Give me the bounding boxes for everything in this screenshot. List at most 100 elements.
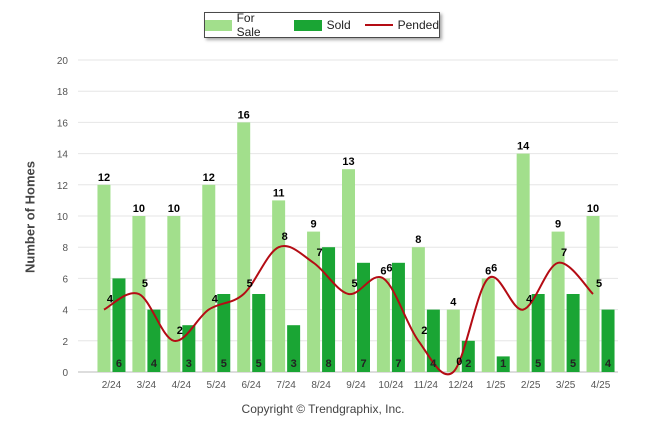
label-pended: 5 [351,278,357,290]
label-pended: 7 [561,247,567,259]
label-for-sale: 12 [203,172,215,184]
x-tick-label: 1/25 [486,380,506,391]
legend-label-for-sale: For Sale [236,11,261,39]
label-for-sale: 12 [98,172,110,184]
bar-for-sale[interactable] [516,153,530,372]
label-pended: 6 [386,262,392,274]
x-tick-label: 2/25 [521,380,541,391]
label-pended: 2 [421,325,427,337]
bar-for-sale[interactable] [342,169,355,372]
label-sold: 4 [151,358,158,370]
bar-sold[interactable] [531,294,545,372]
legend-swatch-for-sale [205,19,232,31]
bar-sold[interactable] [601,309,615,372]
label-pended: 5 [247,278,253,290]
bar-sold[interactable] [566,294,580,372]
x-tick-label: 11/24 [414,380,439,391]
x-tick-label: 4/25 [591,380,611,391]
label-for-sale: 11 [273,187,285,199]
y-tick-label: 6 [62,274,68,285]
label-for-sale: 10 [168,203,180,215]
x-tick-label: 4/24 [172,380,192,391]
bar-for-sale[interactable] [411,247,425,372]
y-tick-label: 8 [62,243,68,254]
label-for-sale: 16 [238,109,250,121]
bar-sold[interactable] [496,356,510,372]
bar-sold[interactable] [287,325,301,372]
bar-sold[interactable] [426,309,440,372]
legend: For Sale Sold Pended [204,11,440,39]
label-pended: 8 [282,231,288,243]
bar-sold[interactable] [252,294,266,372]
y-tick-label: 18 [57,87,69,98]
label-sold: 1 [500,358,506,370]
x-tick-label: 3/24 [137,380,157,391]
bar-for-sale[interactable] [272,200,286,372]
pended-line-layer [103,245,594,376]
label-for-sale: 13 [342,156,354,168]
label-for-sale: 4 [450,297,457,309]
bar-sold[interactable] [357,262,370,372]
bar-sold[interactable] [182,325,196,372]
label-sold: 2 [465,358,471,370]
x-tick-label: 9/24 [346,380,366,391]
label-pended: 5 [596,278,602,290]
label-pended: 5 [142,278,148,290]
y-tick-label: 14 [57,150,69,161]
label-for-sale: 6 [380,265,386,277]
label-sold: 5 [256,358,262,370]
label-sold: 5 [535,358,541,370]
bar-for-sale[interactable] [167,216,181,372]
y-tick-label: 0 [62,368,68,379]
bar-sold[interactable] [217,294,231,372]
label-for-sale: 10 [133,203,145,215]
x-tick-label: 12/24 [448,380,473,391]
x-tick-label: 3/25 [556,380,576,391]
pended-line[interactable] [103,245,594,376]
bar-sold[interactable] [461,340,475,372]
x-tick-label: 2/24 [102,380,122,391]
label-sold: 6 [116,358,122,370]
bar-sold[interactable] [391,262,405,372]
bars [97,122,615,373]
legend-item-for-sale[interactable]: For Sale [205,11,280,39]
x-tick-label: 5/24 [207,380,227,391]
legend-item-pended[interactable]: Pended [364,18,439,32]
y-tick-label: 16 [57,118,69,129]
label-pended: 4 [107,294,114,306]
label-for-sale: 6 [485,265,491,277]
label-sold: 3 [186,358,192,370]
bar-for-sale[interactable] [481,278,495,372]
bar-for-sale[interactable] [446,309,460,372]
label-pended: 0 [456,356,462,368]
label-for-sale: 9 [311,219,317,231]
x-tick-label: 7/24 [276,380,296,391]
x-tick-label: 6/24 [241,380,261,391]
label-sold: 7 [395,358,401,370]
label-pended: 2 [177,325,183,337]
bar-for-sale[interactable] [97,184,111,372]
label-sold: 3 [291,358,297,370]
label-sold: 5 [221,358,227,370]
bar-sold[interactable] [147,309,161,372]
label-sold: 4 [605,358,612,370]
label-for-sale: 14 [517,141,530,153]
y-tick-label: 20 [57,56,69,67]
bar-for-sale[interactable] [376,278,390,372]
legend-item-sold[interactable]: Sold [293,18,351,32]
y-tick-labels: 0 2 4 6 8 10 12 14 16 18 20 [57,56,69,379]
legend-swatch-sold [293,19,322,31]
bar-for-sale[interactable] [237,122,251,373]
y-tick-label: 4 [62,306,68,317]
y-tick-label: 10 [57,212,69,223]
bar-for-sale[interactable] [551,231,565,372]
legend-swatch-pended [364,24,393,26]
label-pended: 7 [317,247,323,259]
x-tick-labels: 2/24 3/24 4/24 5/24 6/24 7/24 8/24 9/24 10/24 11/… [102,380,611,391]
bar-for-sale[interactable] [202,184,216,372]
x-tick-label: 8/24 [311,380,331,391]
bar-sold[interactable] [322,247,336,372]
legend-label-sold: Sold [326,18,351,32]
label-sold: 8 [326,358,332,370]
